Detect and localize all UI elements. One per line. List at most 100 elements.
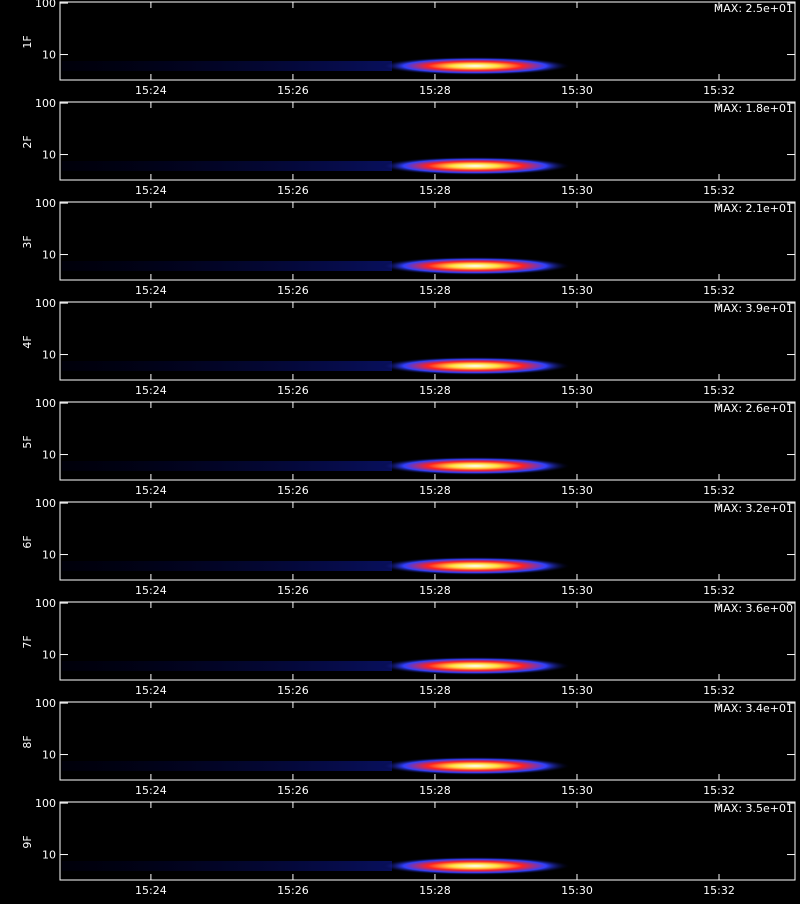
x-tick-label: 15:26 <box>277 784 309 797</box>
y-tick-label: 100 <box>35 297 56 310</box>
annotation: MAX: 3.6e+00 <box>714 602 793 615</box>
y-tick-label: 100 <box>35 397 56 410</box>
background-emission <box>62 360 392 371</box>
y-axis-label: 7F <box>21 635 34 648</box>
plot-frame <box>59 401 796 481</box>
background-emission <box>62 760 392 771</box>
x-tick-label: 15:24 <box>135 284 167 297</box>
emission <box>380 56 570 75</box>
x-tick-label: 15:30 <box>561 784 593 797</box>
panel: 15:24 15:26 15:28 15:30 15:32 10 100 8F MAX: 3.4… <box>21 697 796 797</box>
x-tick-label: 15:24 <box>135 884 167 897</box>
plot-frame <box>59 301 796 381</box>
annotation: MAX: 1.8e+01 <box>714 102 793 115</box>
x-tick-label: 15:30 <box>561 84 593 97</box>
annotation: MAX: 2.6e+01 <box>714 402 793 415</box>
x-tick-label: 15:26 <box>277 384 309 397</box>
y-axis-label: 8F <box>21 735 34 748</box>
x-tick-label: 15:26 <box>277 84 309 97</box>
x-tick-label: 15:32 <box>703 484 735 497</box>
annotation: MAX: 3.2e+01 <box>714 502 793 515</box>
x-tick-label: 15:28 <box>419 484 451 497</box>
y-tick-label: 10 <box>42 249 56 262</box>
plot-frame <box>59 801 796 881</box>
x-tick-label: 15:32 <box>703 584 735 597</box>
x-tick-label: 15:30 <box>561 484 593 497</box>
panel: 15:24 15:26 15:28 15:30 15:32 10 100 3F MAX: 2.1… <box>21 197 796 297</box>
x-tick-label: 15:30 <box>561 684 593 697</box>
emission <box>380 556 570 575</box>
background-emission <box>62 460 392 471</box>
x-tick-label: 15:24 <box>135 384 167 397</box>
panel: 15:24 15:26 15:28 15:30 15:32 10 100 7F MAX: 3.6… <box>21 597 796 697</box>
x-tick-label: 15:28 <box>419 584 451 597</box>
x-tick-label: 15:28 <box>419 84 451 97</box>
x-tick-label: 15:24 <box>135 684 167 697</box>
y-tick-label: 100 <box>35 97 56 110</box>
y-tick-label: 10 <box>42 749 56 762</box>
emission <box>380 456 570 475</box>
background-emission <box>62 60 392 71</box>
x-tick-label: 15:28 <box>419 784 451 797</box>
x-tick-label: 15:28 <box>419 884 451 897</box>
x-tick-label: 15:30 <box>561 884 593 897</box>
x-tick-label: 15:32 <box>703 84 735 97</box>
plot-frame <box>59 601 796 681</box>
x-tick-label: 15:24 <box>135 84 167 97</box>
x-tick-label: 15:32 <box>703 284 735 297</box>
panel: 15:24 15:26 15:28 15:30 15:32 10 100 2F MAX: 1.8… <box>21 97 796 197</box>
x-tick-label: 15:26 <box>277 184 309 197</box>
y-tick-label: 100 <box>35 0 56 10</box>
panel: 15:24 15:26 15:28 15:30 15:32 10 100 9F MAX: 3.5… <box>21 797 796 897</box>
y-axis-label: 9F <box>21 835 34 848</box>
background-emission <box>62 560 392 571</box>
y-tick-label: 10 <box>42 849 56 862</box>
annotation: MAX: 2.1e+01 <box>714 202 793 215</box>
x-tick-label: 15:24 <box>135 784 167 797</box>
y-tick-label: 10 <box>42 449 56 462</box>
y-tick-label: 10 <box>42 49 56 62</box>
annotation: MAX: 3.4e+01 <box>714 702 793 715</box>
y-axis-label: 6F <box>21 535 34 548</box>
annotation: MAX: 3.9e+01 <box>714 302 793 315</box>
y-axis-label: 1F <box>21 35 34 48</box>
x-tick-label: 15:26 <box>277 284 309 297</box>
background-emission <box>62 160 392 171</box>
y-axis-label: 4F <box>21 335 34 348</box>
plot-frame <box>59 501 796 581</box>
y-axis-label: 2F <box>21 135 34 148</box>
y-tick-label: 10 <box>42 149 56 162</box>
panel: 15:24 15:26 15:28 15:30 15:32 10 100 4F MAX: 3.9… <box>21 297 796 397</box>
x-tick-label: 15:32 <box>703 384 735 397</box>
emission <box>380 756 570 775</box>
x-tick-label: 15:32 <box>703 684 735 697</box>
y-tick-label: 10 <box>42 349 56 362</box>
x-tick-label: 15:30 <box>561 384 593 397</box>
x-tick-label: 15:26 <box>277 884 309 897</box>
plot-frame <box>59 1 796 81</box>
y-axis-label: 5F <box>21 435 34 448</box>
emission <box>380 256 570 275</box>
background-emission <box>62 260 392 271</box>
y-tick-label: 100 <box>35 597 56 610</box>
x-tick-label: 15:26 <box>277 484 309 497</box>
x-tick-label: 15:26 <box>277 684 309 697</box>
x-tick-label: 15:26 <box>277 584 309 597</box>
annotation: MAX: 3.5e+01 <box>714 802 793 815</box>
panel: 15:24 15:26 15:28 15:30 15:32 10 100 6F MAX: 3.2… <box>21 497 796 597</box>
x-tick-label: 15:24 <box>135 584 167 597</box>
x-tick-label: 15:30 <box>561 284 593 297</box>
plot-frame <box>59 201 796 281</box>
y-tick-label: 100 <box>35 797 56 810</box>
emission <box>380 156 570 175</box>
x-tick-label: 15:30 <box>561 184 593 197</box>
x-tick-label: 15:32 <box>703 184 735 197</box>
y-tick-label: 100 <box>35 497 56 510</box>
y-tick-label: 10 <box>42 549 56 562</box>
y-axis-label: 3F <box>21 235 34 248</box>
plot-frame <box>59 101 796 181</box>
panel: 15:24 15:26 15:28 15:30 15:32 10 100 1F MAX: 2.5… <box>21 0 796 97</box>
emission <box>380 856 570 875</box>
